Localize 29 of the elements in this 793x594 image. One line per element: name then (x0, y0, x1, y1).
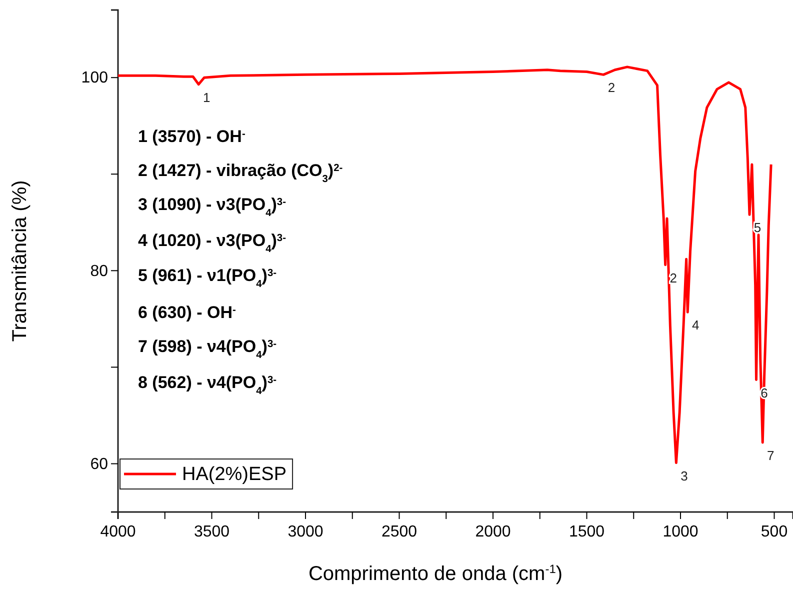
annotation: 3 (1090) - ν3(PO$_{4}$)$^{3-}$ (138, 195, 286, 218)
y-axis-title: Transmitância (%) (9, 180, 31, 342)
x-axis-title: Comprimento de onda (cm$^{-1}$) (308, 562, 563, 585)
x-tick-label: 1000 (662, 523, 698, 540)
line-series (116, 66, 772, 464)
x-tick-label: 500 (760, 523, 788, 540)
annotation: 4 (1020) - ν3(PO$_{4}$)$^{3-}$ (138, 231, 286, 254)
x-tick-label: 2500 (381, 523, 418, 540)
annotation: 1 (3570) - OH$^{-}$ (138, 127, 246, 146)
y-tick-label: 60 (90, 456, 108, 473)
x-tick-label: 3500 (194, 523, 230, 540)
x-tick-label: 3000 (288, 523, 324, 540)
annotation: 2 (608, 80, 616, 96)
annotation: 7 (598) - ν4(PO$_{4}$)$^{3-}$ (138, 337, 277, 360)
annotation: 2 (1427) - vibração (CO$_{3}$)$^{2-}$ (138, 161, 343, 184)
annotation: 3 (680, 468, 688, 484)
annotation: 2 (670, 270, 677, 286)
annotation: 8 (562) - ν4(PO$_{4}$)$^{3-}$ (138, 373, 277, 396)
annotation: 5 (961) - ν1(PO$_{4}$)$^{3-}$ (138, 266, 277, 290)
annotation: 7 (767, 448, 774, 464)
y-tick-label: 80 (90, 262, 108, 280)
x-tick-label: 2000 (475, 523, 511, 540)
legend-label: HA(2%)ESP (182, 464, 287, 485)
x-tick-label: 4000 (100, 523, 136, 540)
annotation: 1 (203, 90, 210, 105)
y-tick-label: 100 (81, 70, 108, 87)
annotation: 4 (692, 318, 700, 333)
annotation: 6 (630) - OH$^{-}$ (138, 303, 236, 322)
x-tick-label: 1500 (568, 523, 605, 540)
